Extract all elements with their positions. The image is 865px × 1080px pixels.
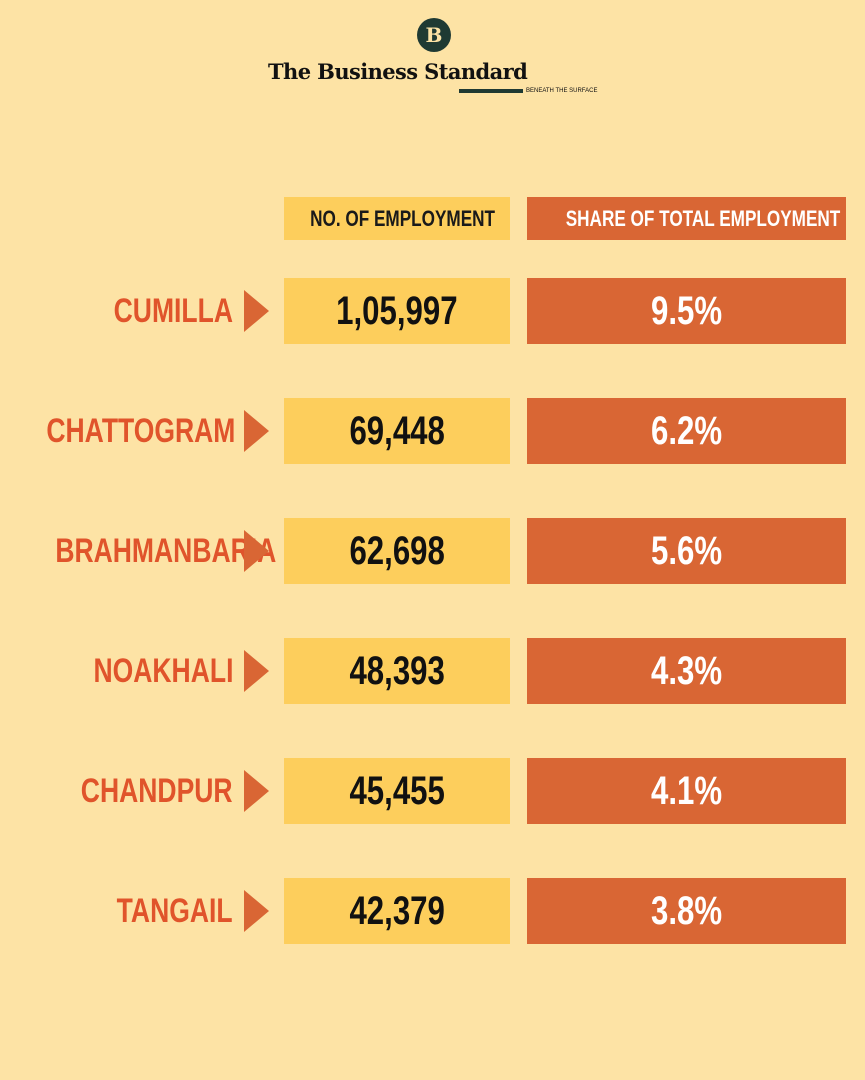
share-value: 4.3% xyxy=(527,638,846,704)
share-value: 3.8% xyxy=(527,878,846,944)
district-label-text: BRAHMANBARIA xyxy=(55,532,277,570)
employment-value-text: 62,698 xyxy=(349,529,445,573)
district-label: BRAHMANBARIA xyxy=(0,518,276,584)
employment-value: 69,448 xyxy=(284,398,510,464)
employment-value-text: 69,448 xyxy=(349,409,445,453)
share-value-text: 5.6% xyxy=(650,529,723,573)
share-value-text: 4.1% xyxy=(650,769,723,813)
arrow-right-icon xyxy=(244,530,269,572)
share-value-text: 3.8% xyxy=(650,889,723,933)
table-row: CHANDPUR 45,455 4.1% xyxy=(0,758,865,824)
district-label-text: CHATTOGRAM xyxy=(46,412,236,450)
arrow-right-icon xyxy=(244,890,269,932)
column-header-share: SHARE OF TOTAL EMPLOYMENT xyxy=(527,197,846,240)
table-row: CHATTOGRAM 69,448 6.2% xyxy=(0,398,865,464)
table-row: BRAHMANBARIA 62,698 5.6% xyxy=(0,518,865,584)
column-header-employment-label: NO. OF EMPLOYMENT xyxy=(310,206,496,231)
share-value-text: 9.5% xyxy=(650,289,723,333)
share-value: 4.1% xyxy=(527,758,846,824)
share-value-text: 4.3% xyxy=(650,649,723,693)
district-label-text: CHANDPUR xyxy=(81,772,233,810)
arrow-right-icon xyxy=(244,650,269,692)
table-row: NOAKHALI 48,393 4.3% xyxy=(0,638,865,704)
share-value: 5.6% xyxy=(527,518,846,584)
district-label: CHANDPUR xyxy=(0,758,233,824)
employment-value-text: 48,393 xyxy=(349,649,445,693)
district-label: NOAKHALI xyxy=(0,638,233,704)
employment-value: 1,05,997 xyxy=(284,278,510,344)
table-row: TANGAIL 42,379 3.8% xyxy=(0,878,865,944)
column-header-employment: NO. OF EMPLOYMENT xyxy=(284,197,510,240)
table-row: CUMILLA 1,05,997 9.5% xyxy=(0,278,865,344)
employment-value: 48,393 xyxy=(284,638,510,704)
logo-underline xyxy=(459,89,523,93)
logo-mark-icon: B xyxy=(417,18,451,52)
arrow-right-icon xyxy=(244,770,269,812)
district-label: TANGAIL xyxy=(0,878,233,944)
employment-value-text: 42,379 xyxy=(349,889,445,933)
brand-tagline: BENEATH THE SURFACE xyxy=(526,88,598,94)
employment-value-text: 1,05,997 xyxy=(336,289,458,333)
logo: B The Business Standard BENEATH THE SURF… xyxy=(0,18,865,98)
column-header-share-label: SHARE OF TOTAL EMPLOYMENT xyxy=(565,206,841,231)
employment-value: 62,698 xyxy=(284,518,510,584)
arrow-right-icon xyxy=(244,290,269,332)
share-value: 9.5% xyxy=(527,278,846,344)
district-label-text: TANGAIL xyxy=(117,892,233,930)
district-label: CUMILLA xyxy=(0,278,233,344)
employment-value-text: 45,455 xyxy=(349,769,445,813)
share-value-text: 6.2% xyxy=(650,409,723,453)
brand-name: The Business Standard xyxy=(268,59,528,84)
district-label: CHATTOGRAM xyxy=(0,398,236,464)
employment-value: 42,379 xyxy=(284,878,510,944)
share-value: 6.2% xyxy=(527,398,846,464)
arrow-right-icon xyxy=(244,410,269,452)
district-label-text: CUMILLA xyxy=(113,292,233,330)
employment-value: 45,455 xyxy=(284,758,510,824)
district-label-text: NOAKHALI xyxy=(93,652,233,690)
